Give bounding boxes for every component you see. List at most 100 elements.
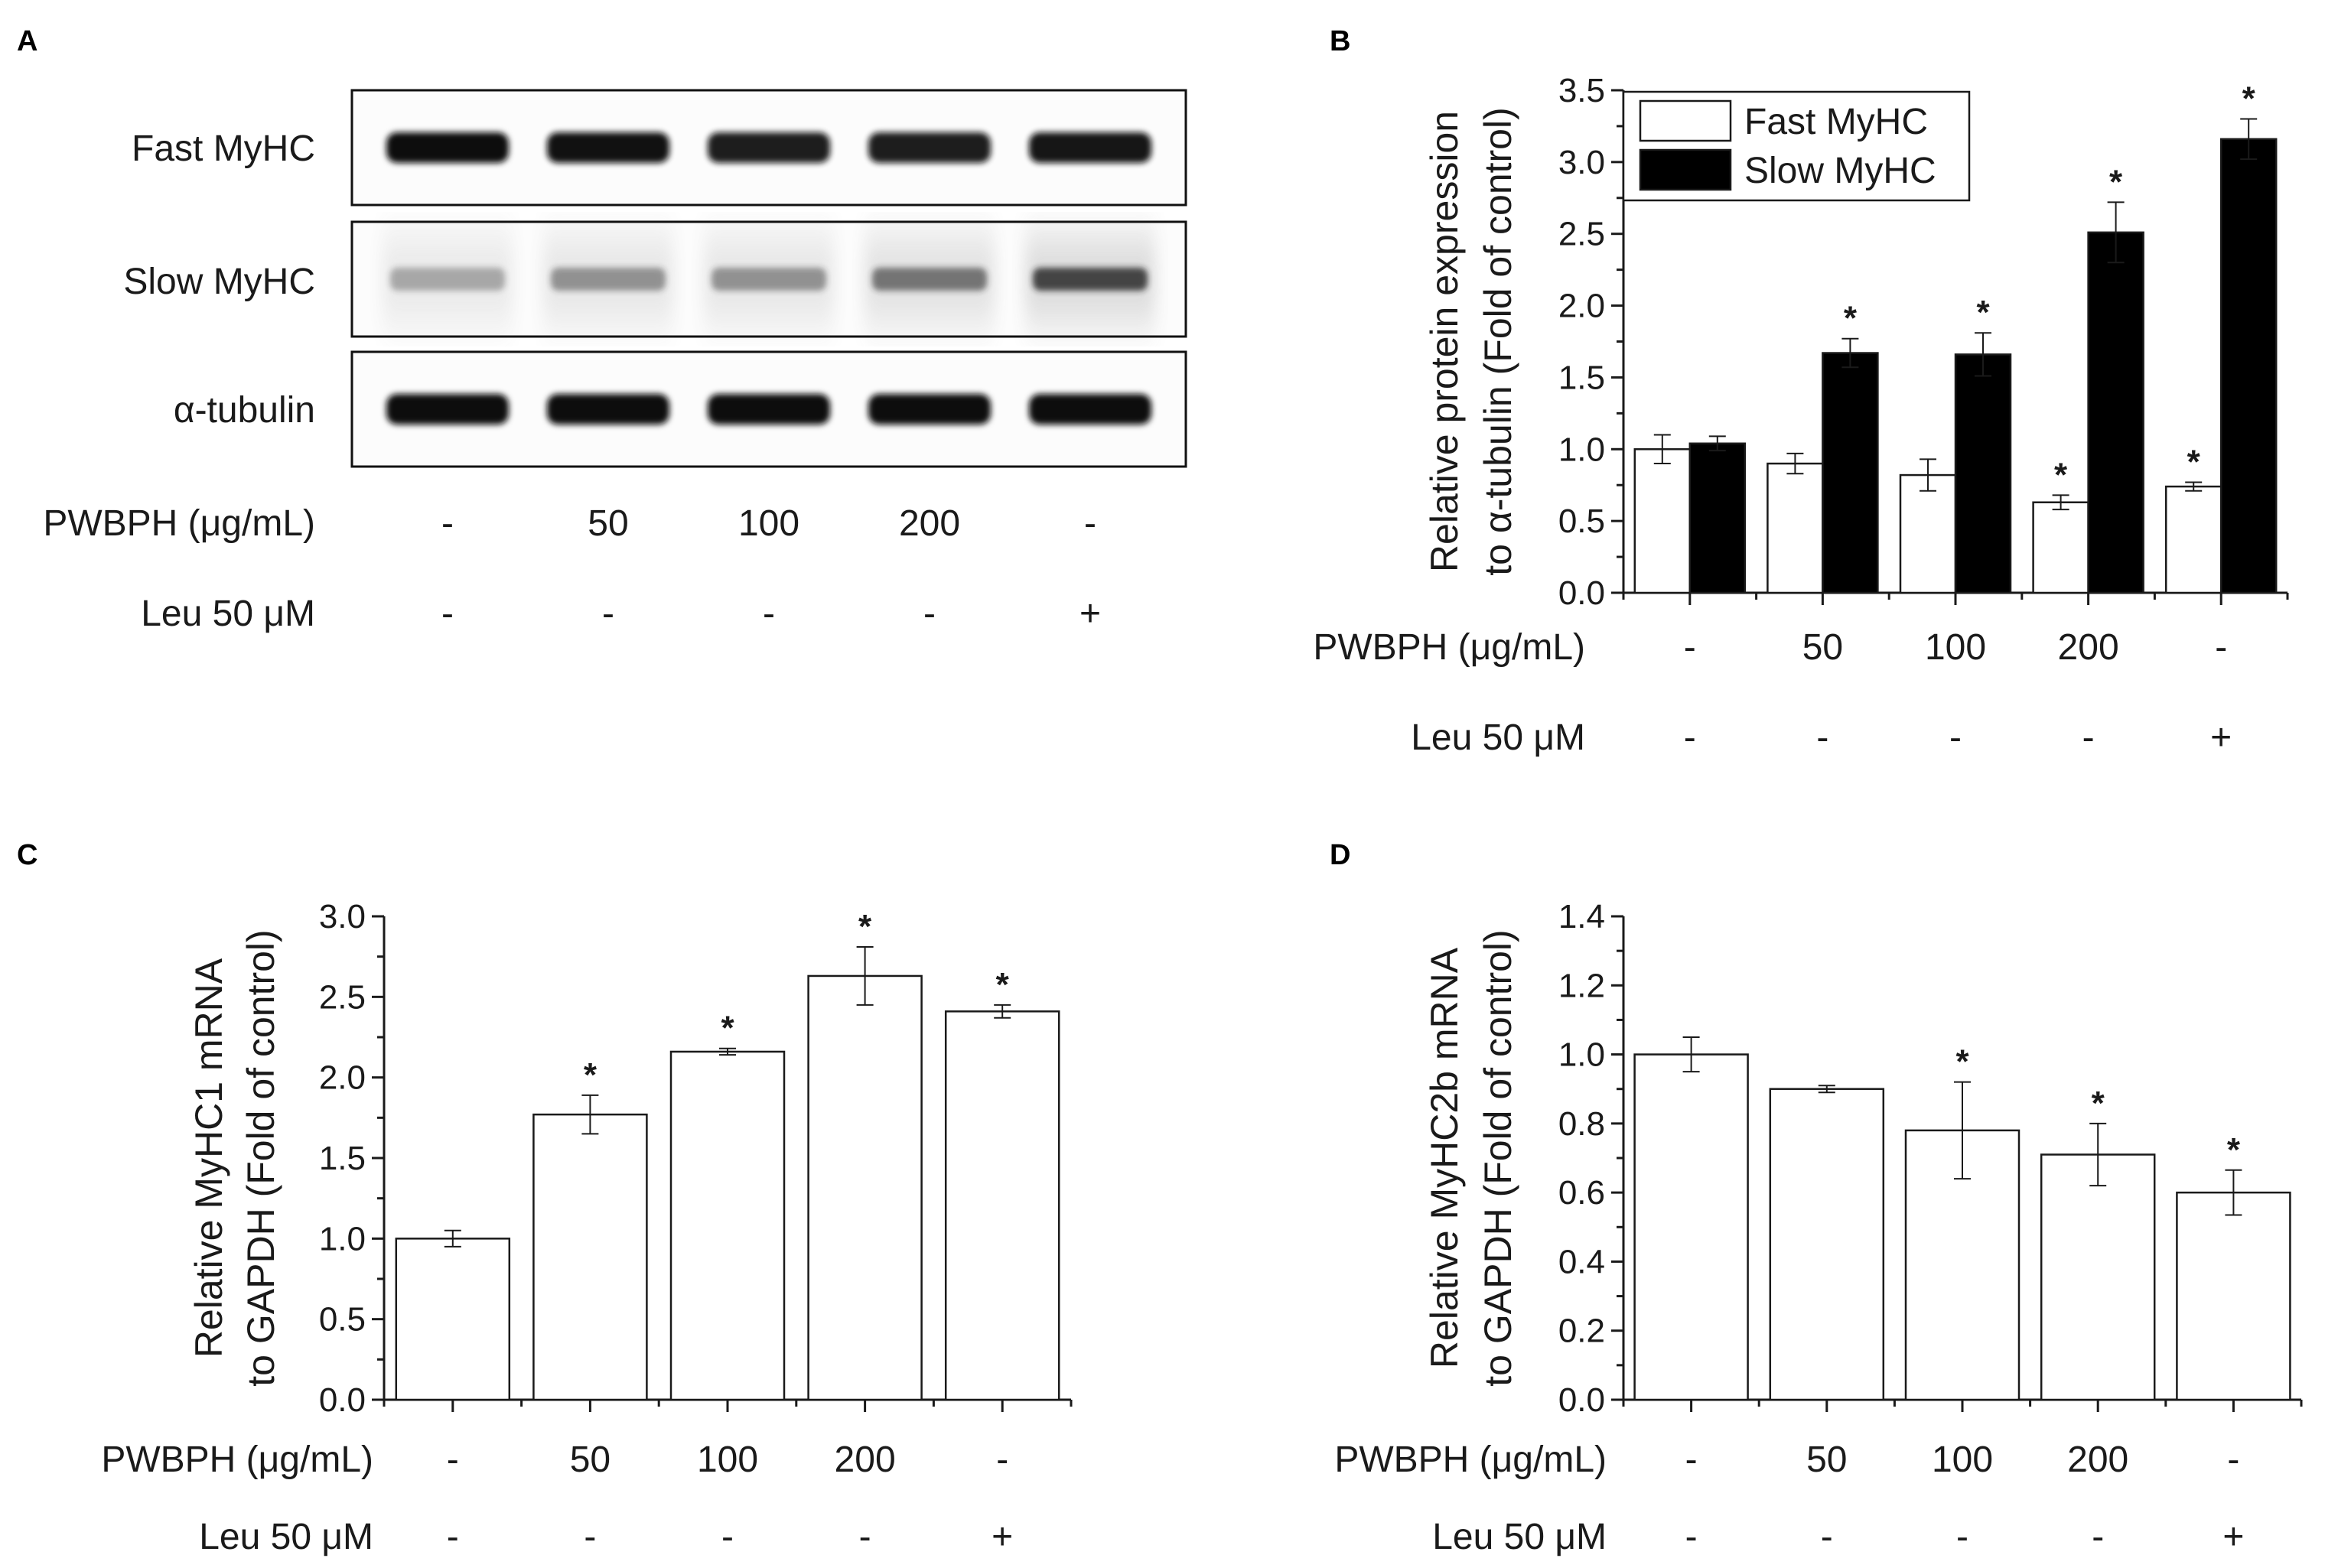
panel-b-y-tick-label-7: 3.5 [1558, 72, 1605, 109]
panel-a-leu-label: Leu 50 μM [141, 594, 315, 634]
panel-c-ylabel-line2: to GAPDH (Fold of control) [239, 929, 282, 1386]
panel-c-pwbph-value-4: - [996, 1440, 1008, 1480]
panel-b-legend-swatch-0 [1639, 99, 1732, 142]
blot-band-fast-myhc-lane-2 [547, 132, 669, 163]
panel-c-pwbph-value-3: 200 [835, 1440, 896, 1480]
panel-b-legend-label-0: Fast MyHC [1744, 102, 1928, 142]
panel-letter-d: D [1330, 839, 1350, 871]
panel-b-leu-value-4: + [2210, 717, 2232, 758]
panel-b-bar-1-1 [1822, 352, 1879, 594]
panel-b-bar-0-3 [2032, 501, 2089, 594]
panel-a-leu-value-5: + [1079, 594, 1101, 634]
panel-d-leu-label: Leu 50 μM [1432, 1517, 1607, 1557]
panel-c-y-tick-label-4: 2.0 [319, 1059, 366, 1097]
band-label-fast-myhc: Fast MyHC [132, 128, 315, 169]
panel-c-pwbph-value-2: 100 [697, 1440, 758, 1480]
panel-a-leu-value-2: - [602, 594, 614, 634]
panel-b-legend-swatch-1 [1639, 148, 1732, 191]
panel-c-y-tick-label-5: 2.5 [319, 978, 366, 1016]
panel-b-ylabel-line2: to α-tubulin (Fold of control) [1477, 107, 1519, 576]
panel-b-bar-1-3 [2087, 231, 2144, 594]
panel-d-bar-3 [2040, 1153, 2156, 1401]
panel-d-y-tick-label-5: 1.0 [1558, 1036, 1605, 1074]
blot-band-alpha-tubulin-lane-1 [386, 394, 509, 425]
panel-b-y-tick-label-6: 3.0 [1558, 144, 1605, 181]
band-label-slow-myhc: Slow MyHC [123, 262, 315, 302]
panel-letter-b: B [1330, 25, 1350, 57]
panel-d-y-tick-label-3: 0.6 [1558, 1174, 1605, 1212]
blot-band-slow-myhc-lane-4 [872, 268, 987, 291]
panel-d-pwbph-value-0: - [1685, 1440, 1698, 1480]
panel-c-sig-marker-0-3: * [858, 908, 872, 945]
panel-b-bar-0-0 [1633, 448, 1692, 594]
panel-c-leu-value-3: - [859, 1517, 871, 1557]
chart-panel-c: 0.0 0.5 1.0 1.5 2.0 2.5 3.0 * * * * Relative MyHC1 … [101, 898, 1073, 1557]
panel-b-bar-0-2 [1899, 473, 1957, 594]
blot-band-fast-myhc-lane-3 [708, 132, 830, 163]
panel-c-pwbph-value-1: 50 [570, 1440, 611, 1480]
panel-b-pwbph-value-2: 100 [1925, 627, 1986, 668]
panel-b-leu-label: Leu 50 μM [1411, 717, 1585, 758]
blot-band-slow-myhc-lane-3 [711, 268, 826, 291]
panel-b-pwbph-value-1: 50 [1802, 627, 1843, 668]
panel-d-leu-value-2: - [1956, 1517, 1968, 1557]
panel-b-bar-1-0 [1688, 442, 1747, 594]
panel-c-sig-marker-0-1: * [584, 1056, 598, 1094]
panel-b-leu-value-3: - [2082, 717, 2095, 758]
panel-d-pwbph-value-1: 50 [1806, 1440, 1847, 1480]
panel-d-ylabel-line1: Relative MyHC2b mRNA [1423, 947, 1466, 1368]
blot-band-alpha-tubulin-lane-3 [708, 394, 830, 425]
panel-c-y-tick-label-3: 1.5 [319, 1140, 366, 1177]
panel-b-pwbph-value-0: - [1684, 627, 1696, 668]
panel-d-sig-marker-0-4: * [2227, 1131, 2241, 1169]
blot-band-fast-myhc-lane-5 [1029, 132, 1151, 163]
panel-a-leu-value-3: - [763, 594, 775, 634]
blot-band-alpha-tubulin-lane-4 [868, 394, 991, 425]
panel-c-leu-value-0: - [447, 1517, 459, 1557]
blot-band-alpha-tubulin-lane-2 [547, 394, 669, 425]
panel-b-bar-1-2 [1954, 353, 2012, 594]
panel-b-sig-marker-1-2: * [1976, 294, 1990, 331]
panel-d-ylabel-line2: to GAPDH (Fold of control) [1477, 929, 1519, 1386]
panel-c-y-tick-label-0: 0.0 [319, 1381, 366, 1419]
panel-b-sig-marker-0-4: * [2187, 443, 2201, 480]
panel-b-y-tick-label-4: 2.0 [1558, 288, 1605, 325]
panel-d-leu-value-3: - [2092, 1517, 2104, 1557]
panel-b-y-tick-label-3: 1.5 [1558, 359, 1605, 396]
chart-panel-d: 0.0 0.2 0.4 0.6 0.8 1.0 1.2 1.4 * * * Relative MyHC… [1334, 898, 2303, 1557]
panel-c-y-tick-label-1: 0.5 [319, 1301, 366, 1339]
panel-b-y-tick-label-1: 0.5 [1558, 503, 1605, 540]
panel-c-pwbph-label: PWBPH (μg/mL) [101, 1440, 373, 1480]
panel-d-pwbph-label: PWBPH (μg/mL) [1334, 1440, 1607, 1480]
panel-b-legend-label-1: Slow MyHC [1744, 151, 1936, 191]
panel-d-sig-marker-0-2: * [1955, 1043, 1969, 1081]
panel-a-pwbph-value-4: 200 [899, 503, 960, 544]
panel-b-leu-value-0: - [1684, 717, 1696, 758]
panel-b-pwbph-value-3: 200 [2058, 627, 2119, 668]
panel-a-pwbph-value-3: 100 [738, 503, 799, 544]
panel-b-sig-marker-1-4: * [2242, 80, 2256, 118]
panel-d-bar-4 [2176, 1191, 2291, 1401]
panel-b-leu-value-2: - [1949, 717, 1962, 758]
panel-d-leu-value-0: - [1685, 1517, 1698, 1557]
panel-a-western-blot: Fast MyHC Slow MyHC α-tubulin PWBPH (μg/… [43, 89, 1187, 634]
panel-d-leu-value-4: + [2222, 1517, 2244, 1557]
panel-c-leu-value-4: + [992, 1517, 1013, 1557]
panel-c-bar-4 [944, 1010, 1060, 1401]
blot-band-slow-myhc-lane-2 [551, 268, 666, 291]
panel-b-y-tick-label-5: 2.5 [1558, 216, 1605, 253]
panel-d-pwbph-value-4: - [2227, 1440, 2239, 1480]
panel-d-y-tick-label-4: 0.8 [1558, 1105, 1605, 1143]
panel-c-sig-marker-0-2: * [721, 1010, 734, 1047]
panel-a-leu-value-1: - [441, 594, 454, 634]
blot-band-slow-myhc-lane-5 [1033, 268, 1148, 291]
chart-panel-b: 0.0 0.5 1.0 1.5 2.0 2.5 3.0 3.5 * * * * * * Relative p… [1313, 72, 2289, 758]
panel-c-pwbph-value-0: - [447, 1440, 459, 1480]
blot-membranes [350, 89, 1187, 468]
panel-b-sig-marker-1-3: * [2109, 163, 2123, 200]
panel-c-leu-label: Leu 50 μM [199, 1517, 373, 1557]
panel-b-bar-0-4 [2164, 485, 2222, 594]
panel-b-y-tick-label-2: 1.0 [1558, 431, 1605, 468]
blot-band-slow-myhc-lane-1 [390, 268, 505, 291]
